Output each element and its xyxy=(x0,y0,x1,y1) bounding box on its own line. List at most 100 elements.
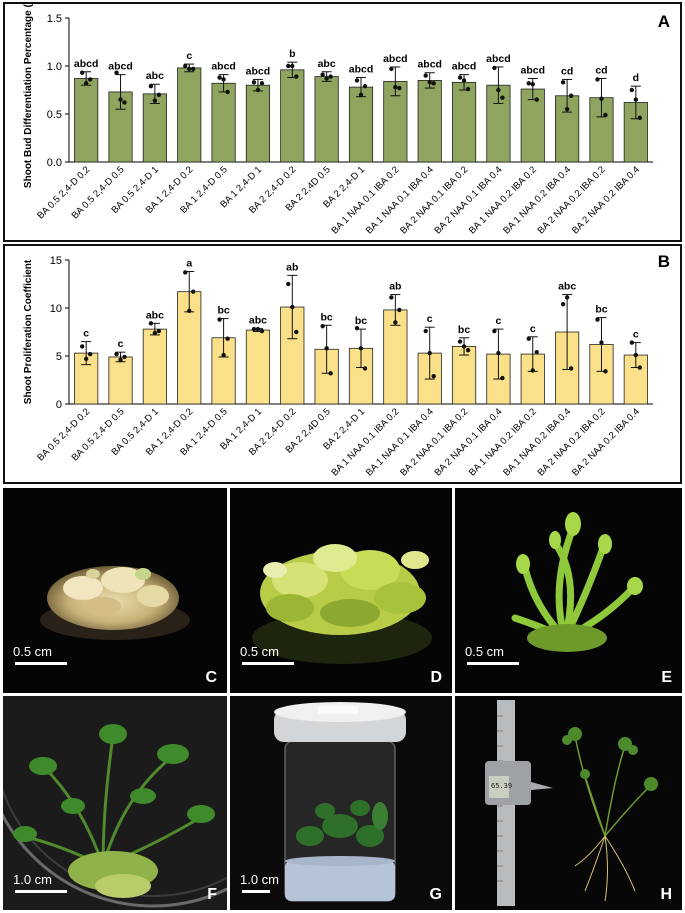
data-point xyxy=(79,344,85,349)
significance-letter: c xyxy=(427,313,433,325)
data-point xyxy=(599,340,604,345)
scale-label: 0.5 cm xyxy=(13,644,53,659)
panel-label-a: A xyxy=(657,12,670,31)
bar xyxy=(417,80,442,163)
data-point xyxy=(191,289,196,294)
data-point xyxy=(362,366,368,371)
data-point xyxy=(358,92,364,98)
bar xyxy=(74,78,99,163)
photo-e-elongated-shoots: 0.5 cm E xyxy=(455,488,682,693)
data-point xyxy=(152,330,158,336)
data-point xyxy=(496,87,501,93)
photo-d-shoot-cluster: 0.5 cm D xyxy=(230,488,452,693)
bar xyxy=(280,69,305,163)
data-point xyxy=(633,97,639,102)
y-tick-label: 0.5 xyxy=(47,109,62,121)
data-point xyxy=(603,369,608,374)
significance-letter: abc xyxy=(249,315,267,327)
chart-panel-a: 0.0 0.5 1.0 1.5 Shoot Bud Differentiation Pe… xyxy=(3,2,682,242)
data-point xyxy=(354,78,360,83)
data-point xyxy=(118,97,123,102)
data-point xyxy=(603,112,608,118)
data-point xyxy=(320,72,325,77)
data-point xyxy=(286,281,291,287)
petri-dish-plantlets-image xyxy=(3,696,227,910)
photo-label-c: C xyxy=(205,669,217,686)
data-point xyxy=(294,329,299,335)
significance-letter: b xyxy=(289,48,295,60)
significance-letter: c xyxy=(186,50,192,62)
callus-image xyxy=(40,566,190,640)
photo-label-e: E xyxy=(661,669,672,686)
data-point xyxy=(534,349,539,355)
data-point xyxy=(397,85,402,91)
bar xyxy=(142,328,167,405)
bar xyxy=(245,329,271,405)
data-point xyxy=(156,328,162,334)
data-point xyxy=(530,368,535,373)
data-point xyxy=(217,75,222,80)
y-tick-label: 1.5 xyxy=(47,13,62,25)
scale-label: 1.0 cm xyxy=(240,872,280,887)
data-point xyxy=(83,81,89,86)
data-point xyxy=(79,70,85,75)
data-point xyxy=(461,78,467,83)
significance-letter: abcd xyxy=(74,58,99,70)
photo-label-h: H xyxy=(660,886,672,903)
data-point xyxy=(259,328,265,334)
data-point xyxy=(427,350,432,356)
photo-label-d: D xyxy=(430,669,442,686)
data-point xyxy=(328,371,333,376)
data-point xyxy=(637,365,643,370)
scale-label: 0.5 cm xyxy=(240,644,280,659)
significance-letter: bc xyxy=(595,304,607,316)
data-point xyxy=(255,87,261,93)
data-point xyxy=(251,80,257,85)
data-point xyxy=(427,80,432,85)
significance-letter: bc xyxy=(217,305,229,317)
bar xyxy=(314,76,339,163)
bar xyxy=(348,86,374,163)
photo-g-culture-jar: 1.0 cm G xyxy=(230,696,452,910)
panel-label-b: B xyxy=(657,252,670,271)
data-point xyxy=(629,87,635,93)
significance-letter: cd xyxy=(561,65,573,77)
significance-letter: ab xyxy=(286,261,298,273)
y-tick-label: 0 xyxy=(56,399,62,411)
data-point xyxy=(290,63,295,69)
scale-bar xyxy=(15,890,67,893)
significance-letter: abcd xyxy=(211,61,236,73)
data-point xyxy=(599,96,604,101)
caliper-display: 65.39 xyxy=(491,782,513,790)
shoot-proliferation-chart: 0 5 10 15 Shoot Proliferation Coefficient c BA… xyxy=(23,255,653,478)
data-point xyxy=(526,336,531,341)
data-point xyxy=(492,65,497,71)
data-point xyxy=(225,336,230,341)
y-tick-label: 10 xyxy=(50,303,62,315)
x-tick-label: BA 2 NAA 0.2 IBA 0.4 xyxy=(570,164,642,236)
data-point xyxy=(461,344,467,349)
shoot-cluster-image xyxy=(252,544,432,664)
significance-letter: abc xyxy=(558,281,576,293)
data-point xyxy=(526,81,531,86)
data-point xyxy=(457,75,463,80)
data-point xyxy=(465,86,471,92)
data-point xyxy=(423,73,428,78)
data-point xyxy=(290,304,295,310)
data-point xyxy=(568,93,574,98)
data-point xyxy=(328,74,333,79)
data-point xyxy=(148,321,154,326)
data-point xyxy=(122,354,127,360)
significance-letter: abcd xyxy=(246,65,271,77)
data-point xyxy=(431,81,436,86)
data-point xyxy=(118,357,123,363)
data-point xyxy=(629,340,635,345)
data-point xyxy=(354,325,360,331)
data-point xyxy=(183,270,188,275)
data-point xyxy=(492,328,497,334)
significance-letter: abcd xyxy=(521,64,546,76)
y-tick-label: 5 xyxy=(56,351,62,363)
significance-letter: abcd xyxy=(108,61,133,73)
bar xyxy=(108,356,133,405)
bar xyxy=(211,82,236,163)
